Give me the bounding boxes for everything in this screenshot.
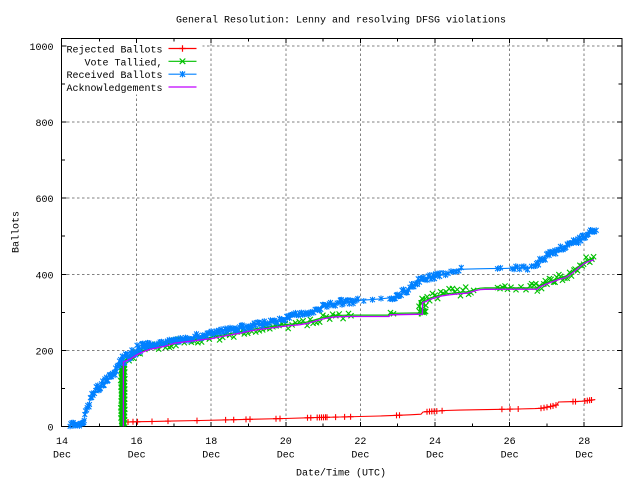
svg-text:26: 26 (504, 437, 516, 448)
svg-text:Acknowledgements: Acknowledgements (66, 83, 162, 95)
svg-text:1000: 1000 (29, 43, 53, 54)
svg-text:Rejected Ballots: Rejected Ballots (66, 45, 162, 57)
svg-text:Dec: Dec (53, 451, 71, 462)
svg-text:Dec: Dec (575, 451, 593, 462)
svg-text:18: 18 (205, 437, 217, 448)
svg-text:22: 22 (354, 437, 366, 448)
svg-text:Dec: Dec (351, 451, 369, 462)
svg-text:200: 200 (35, 347, 53, 358)
svg-text:0: 0 (47, 423, 53, 434)
svg-text:Received Ballots: Received Ballots (66, 70, 162, 82)
svg-text:Ballots: Ballots (11, 211, 23, 253)
svg-text:Dec: Dec (501, 451, 519, 462)
svg-text:Dec: Dec (426, 451, 444, 462)
svg-text:General Resolution: Lenny and: General Resolution: Lenny and resolving … (176, 15, 506, 27)
svg-text:28: 28 (578, 437, 590, 448)
svg-text:24: 24 (429, 437, 441, 448)
svg-text:Dec: Dec (202, 451, 220, 462)
svg-text:14: 14 (56, 437, 68, 448)
svg-text:800: 800 (35, 119, 53, 130)
svg-text:400: 400 (35, 271, 53, 282)
svg-text:Dec: Dec (277, 451, 295, 462)
svg-text:20: 20 (280, 437, 292, 448)
svg-text:Dec: Dec (128, 451, 146, 462)
svg-text:Vote Tallied,: Vote Tallied, (84, 57, 162, 69)
svg-text:Date/Time (UTC): Date/Time (UTC) (296, 468, 386, 480)
svg-text:16: 16 (131, 437, 143, 448)
svg-text:600: 600 (35, 195, 53, 206)
